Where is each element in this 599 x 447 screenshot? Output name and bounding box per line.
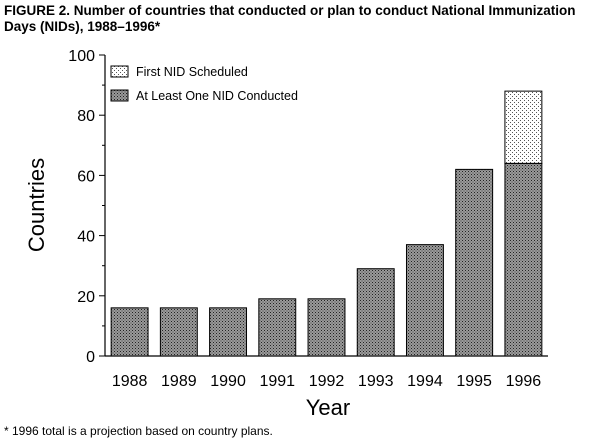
footnote: * 1996 total is a projection based on co…: [4, 424, 273, 438]
x-tick-label: 1989: [161, 373, 197, 390]
bar-1995-series-0: [455, 168, 494, 357]
legend: First NID Scheduled At Least One NID Cond…: [110, 65, 298, 103]
x-axis-title: Year: [306, 395, 350, 420]
bar-1996-series-1: [504, 90, 543, 164]
bar-1991-series-0: [258, 298, 297, 357]
x-tick-label: 1993: [358, 373, 394, 390]
x-tick-label: 1992: [309, 373, 345, 390]
bar-1993-series-0: [356, 268, 395, 357]
y-tick-label: 0: [86, 349, 95, 366]
bar-1989-series-0: [159, 307, 198, 357]
bar-1990-series-0: [209, 307, 248, 357]
bar-1988-series-0: [110, 307, 149, 357]
y-tick-label: 60: [77, 168, 95, 185]
x-axis-ticks: 1988 1989 1990 1991 1992 1993 1994 1995 1996: [112, 373, 541, 390]
x-tick-label: 1994: [407, 373, 443, 390]
y-axis-ticks: 0 20 40 60 80 100: [68, 48, 105, 366]
bars: [110, 90, 543, 357]
bar-1996-series-0: [504, 162, 543, 357]
x-tick-label: 1995: [456, 373, 492, 390]
x-tick-label: 1988: [112, 373, 148, 390]
x-tick-label: 1990: [210, 373, 246, 390]
y-tick-label: 20: [77, 289, 95, 306]
y-axis-title: Countries: [24, 158, 49, 252]
x-tick-label: 1991: [259, 373, 295, 390]
bar-1992-series-0: [307, 298, 346, 357]
y-tick-label: 80: [77, 108, 95, 125]
x-tick-label: 1996: [506, 373, 542, 390]
y-tick-label: 100: [68, 48, 95, 65]
bar-1994-series-0: [405, 244, 444, 357]
legend-swatch: [110, 65, 129, 78]
legend-label: At Least One NID Conducted: [136, 89, 298, 103]
y-tick-label: 40: [77, 229, 95, 246]
legend-label: First NID Scheduled: [136, 65, 248, 79]
figure-title: FIGURE 2. Number of countries that condu…: [4, 3, 576, 34]
legend-swatch: [110, 89, 129, 102]
